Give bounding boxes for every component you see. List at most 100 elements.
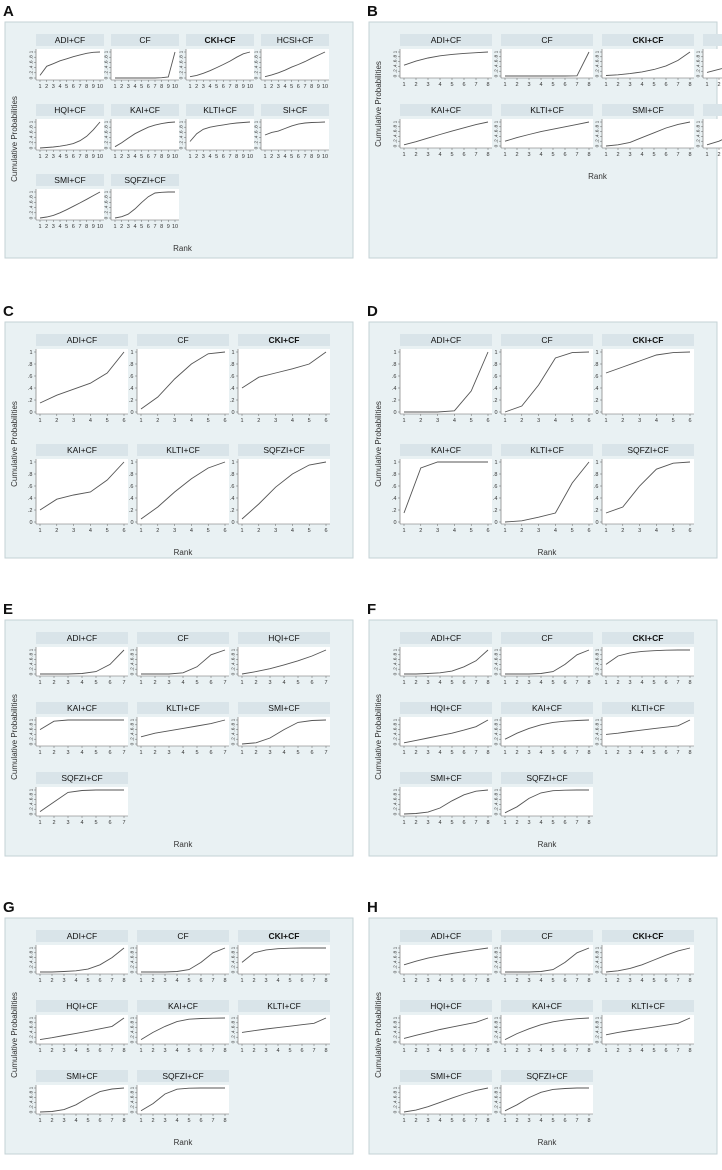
y-tick-label: 1 <box>595 120 601 123</box>
y-tick-label: .8 <box>231 652 237 656</box>
x-tick-label: 4 <box>640 978 643 984</box>
series-line <box>706 68 722 73</box>
y-tick-label: .4 <box>393 802 399 806</box>
x-tick-label: 6 <box>664 750 667 756</box>
x-tick-label: 4 <box>438 750 441 756</box>
x-tick-label: 8 <box>122 1048 125 1054</box>
subplot-title: CKI+CF <box>633 931 664 941</box>
x-tick-label: 3 <box>628 1048 631 1054</box>
subplot-title: KLTI+CF <box>267 1001 301 1011</box>
y-tick-label: .2 <box>595 1035 601 1039</box>
y-tick-label: 1 <box>393 648 399 651</box>
y-axis-label: Cumulative Probabilities <box>10 96 19 182</box>
y-tick-label: .6 <box>231 657 237 661</box>
y-axis-label: Cumulative Probabilities <box>374 694 383 780</box>
x-tick-label: 3 <box>537 418 540 424</box>
panel-letter: C <box>3 303 14 320</box>
x-tick-label: 7 <box>676 978 679 984</box>
y-tick-label: 0 <box>393 74 399 77</box>
plot-area <box>400 717 492 746</box>
y-tick-label: .8 <box>393 54 399 58</box>
x-tick-label: 8 <box>486 680 489 686</box>
x-tick-label: 6 <box>563 750 566 756</box>
subplot-title: KLTI+CF <box>530 105 564 115</box>
y-tick-label: .6 <box>130 955 136 959</box>
y-tick-label: .4 <box>130 662 136 666</box>
y-tick-label: .6 <box>104 200 110 204</box>
x-tick-label: 4 <box>291 418 294 424</box>
x-tick-label: 8 <box>688 750 691 756</box>
y-tick-label: 1 <box>231 1016 237 1019</box>
subplot: ADI+CF0.2.4.6.811 2 3 4 5 6 7 8 9 10 <box>29 34 104 90</box>
x-tick-label: 8 <box>486 152 489 158</box>
x-tick-label: 8 <box>688 978 691 984</box>
x-tick-label: 1 <box>604 528 607 534</box>
series-line <box>241 649 327 675</box>
y-tick-label: 1 <box>494 788 500 791</box>
x-tick-label: 7 <box>676 750 679 756</box>
subplot-title-strip <box>400 772 492 784</box>
y-tick-label: .2 <box>393 667 399 671</box>
y-tick-label: .2 <box>231 1035 237 1039</box>
x-tick-label: 1 <box>705 152 708 158</box>
x-tick-label: 3 <box>426 820 429 826</box>
x-tick-label: 1 <box>503 1118 506 1124</box>
y-tick-label: 1 <box>130 350 133 356</box>
subplot: KLTI+CF0.2.4.6.811 2 3 4 5 6 7 8 9 10 <box>179 104 254 160</box>
y-tick-label: .4 <box>595 662 601 666</box>
x-tick-label: 5 <box>290 84 293 90</box>
subplot-title: KLTI+CF <box>166 445 200 455</box>
y-tick-label: .8 <box>179 55 185 59</box>
x-tick-label: 7 <box>211 978 214 984</box>
x-tick-label: 7 <box>474 1118 477 1124</box>
y-tick-label: 1 <box>696 120 702 123</box>
y-tick-label: .8 <box>393 1090 399 1094</box>
y-tick-label: 1 <box>595 718 601 721</box>
subplot-title-strip <box>501 702 593 714</box>
y-tick-label: .2 <box>392 398 397 404</box>
y-tick-label: 0 <box>29 1110 35 1113</box>
plot-area <box>602 1015 694 1044</box>
x-tick-label: 2 <box>45 84 48 90</box>
subplot-title: SI+CF <box>283 105 307 115</box>
y-tick-label: .2 <box>493 398 498 404</box>
x-tick-label: 6 <box>462 82 465 88</box>
x-tick-label: 7 <box>110 978 113 984</box>
x-tick-label: 8 <box>688 1048 691 1054</box>
series-line <box>241 719 327 745</box>
y-tick-label: .6 <box>393 797 399 801</box>
x-tick-label: 5 <box>450 1118 453 1124</box>
x-tick-label: 6 <box>462 750 465 756</box>
x-tick-label: 5 <box>652 1048 655 1054</box>
x-tick-label: 4 <box>554 528 557 534</box>
x-tick-label: 6 <box>563 1118 566 1124</box>
plot-area <box>137 349 229 414</box>
x-tick-label: 6 <box>324 418 327 424</box>
x-tick-label: 2 <box>414 82 417 88</box>
y-axis-label: Cumulative Probabilities <box>374 992 383 1078</box>
x-tick-label: 5 <box>551 750 554 756</box>
x-tick-label: 3 <box>426 152 429 158</box>
x-tick-label: 2 <box>270 84 273 90</box>
y-tick-label: .8 <box>29 1020 35 1024</box>
plot-area <box>703 119 722 148</box>
x-tick-label: 8 <box>223 1118 226 1124</box>
subplot-title-strip <box>36 34 104 46</box>
x-tick-label: 4 <box>74 1118 77 1124</box>
subplot-title: ADI+CF <box>67 931 97 941</box>
plot-area <box>111 119 179 150</box>
x-tick-label: 1 <box>402 978 405 984</box>
x-tick-label: 2 <box>616 152 619 158</box>
plot-area <box>400 119 492 148</box>
y-tick-label: .8 <box>130 1020 136 1024</box>
x-tick-label: 2 <box>616 750 619 756</box>
series-line <box>140 719 226 738</box>
subplot-title-strip <box>36 174 104 186</box>
subplot-title-strip <box>137 702 229 714</box>
x-tick-label: 9 <box>92 84 95 90</box>
x-tick-label: 1 <box>38 1048 41 1054</box>
x-tick-label: 10 <box>172 84 178 90</box>
subplot: CKI+CF0.2.4.6.811 2 3 4 5 6 7 8 <box>231 930 330 984</box>
